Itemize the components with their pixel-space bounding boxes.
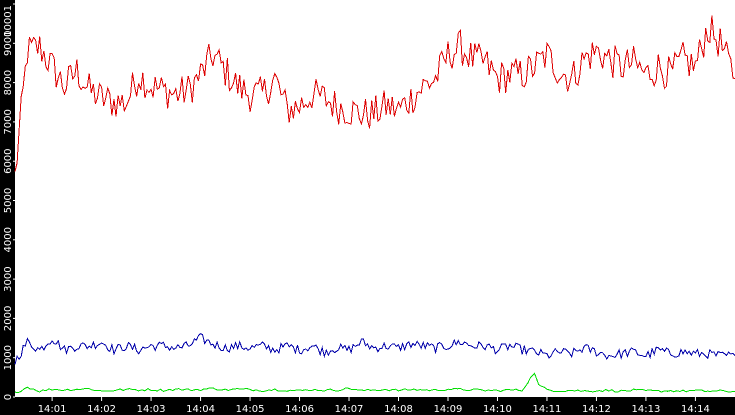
x-tick-label: 14:14 bbox=[681, 404, 710, 415]
series-line-2 bbox=[14, 333, 735, 365]
x-tick-label: 14:12 bbox=[582, 404, 611, 415]
series-layer bbox=[14, 15, 735, 394]
x-axis-band bbox=[0, 397, 735, 415]
y-tick-label: 2000 bbox=[3, 306, 14, 331]
x-tick-label: 14:07 bbox=[335, 404, 364, 415]
x-tick-label: 14:04 bbox=[186, 404, 215, 415]
x-tick-label: 14:05 bbox=[236, 404, 265, 415]
x-tick-label: 14:09 bbox=[434, 404, 463, 415]
y-tick-label: 5000 bbox=[3, 188, 14, 213]
x-tick-label: 14:13 bbox=[632, 404, 661, 415]
series-line-3 bbox=[14, 372, 735, 394]
y-tick-label: 3000 bbox=[3, 266, 14, 291]
x-tick-label: 14:10 bbox=[483, 404, 512, 415]
x-tick-label: 14:08 bbox=[384, 404, 413, 415]
x-axis: 14:01 14:02 14:03 14:04 14:05 14:06 14:07 14:08… bbox=[38, 397, 710, 415]
y-tick-label: 7000 bbox=[3, 109, 14, 134]
series-line-1 bbox=[14, 15, 735, 172]
x-tick-label: 14:01 bbox=[38, 404, 67, 415]
x-tick-label: 14:02 bbox=[87, 404, 116, 415]
y-axis: 0 1000 2000 3000 4000 5000 6000 7000 8000 9000100… bbox=[3, 3, 15, 400]
y-tick-label: 4000 bbox=[3, 227, 14, 252]
y-tick-label: 8000 bbox=[3, 70, 14, 95]
y-tick-label: 6000 bbox=[3, 148, 14, 173]
y-axis-band bbox=[0, 0, 15, 415]
y-tick-label: 0 bbox=[3, 394, 14, 400]
x-tick-label: 14:03 bbox=[137, 404, 166, 415]
x-tick-label: 14:06 bbox=[285, 404, 314, 415]
y-tick-label: 10001 bbox=[3, 5, 14, 37]
y-tick-label: 9000 bbox=[3, 31, 14, 56]
x-tick-label: 14:11 bbox=[533, 404, 562, 415]
y-tick-label: 1000 bbox=[3, 345, 14, 370]
